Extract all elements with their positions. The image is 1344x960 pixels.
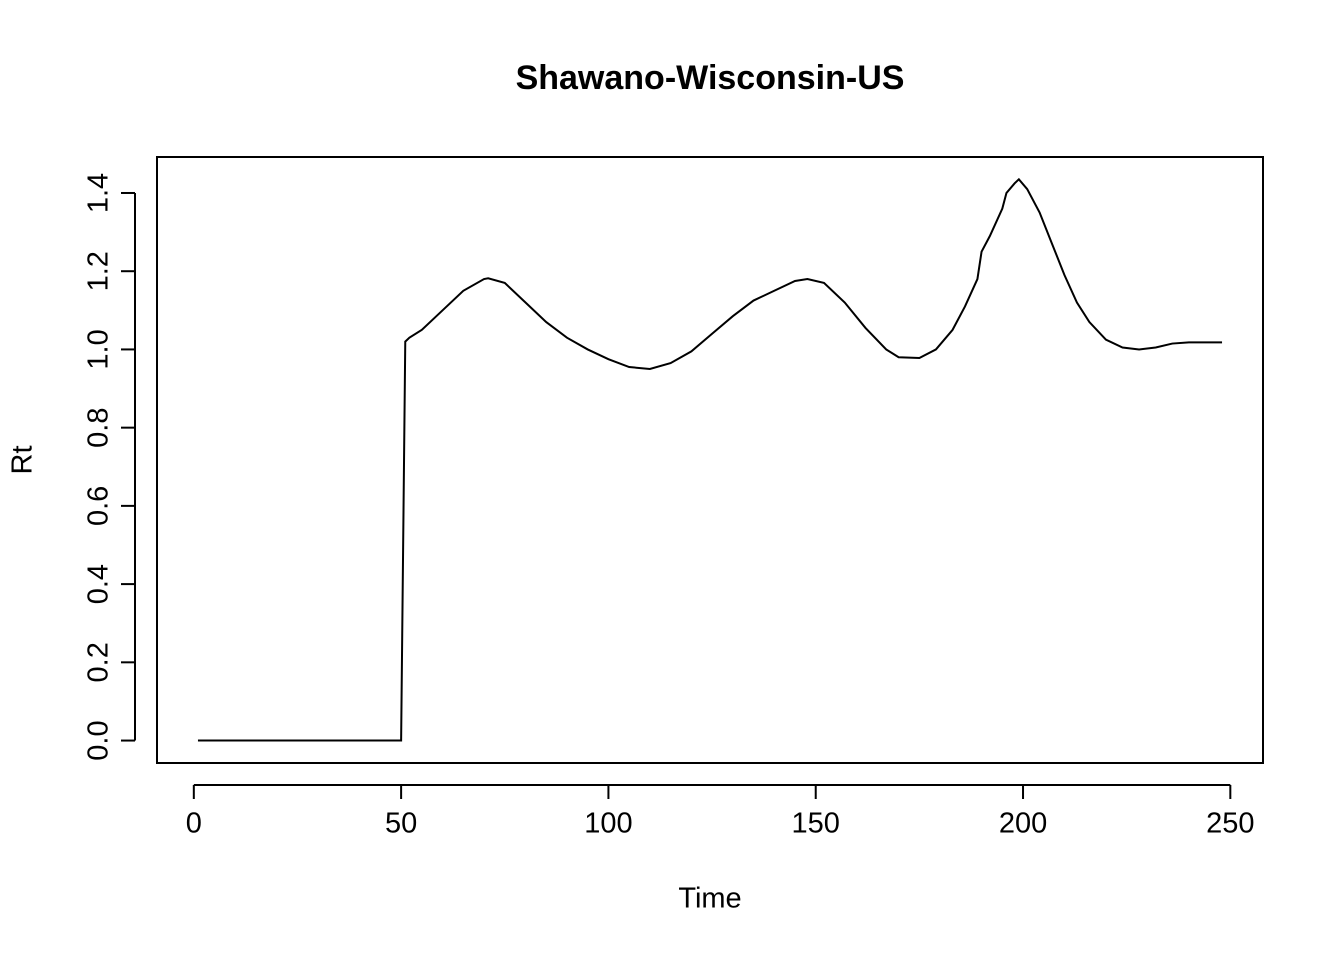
y-tick-label: 1.4 bbox=[83, 173, 115, 213]
chart-title: Shawano-Wisconsin-US bbox=[516, 59, 905, 97]
x-tick-label: 100 bbox=[584, 808, 632, 840]
y-tick-label: 0.8 bbox=[83, 407, 115, 447]
y-tick-label: 0.0 bbox=[83, 720, 115, 760]
y-tick-label: 1.0 bbox=[83, 329, 115, 369]
x-tick-label: 250 bbox=[1206, 808, 1254, 840]
y-tick-label: 0.6 bbox=[83, 486, 115, 526]
x-tick-label: 0 bbox=[186, 808, 202, 840]
x-tick-label: 50 bbox=[385, 808, 417, 840]
y-tick-label: 1.2 bbox=[83, 251, 115, 291]
line-series bbox=[197, 177, 1223, 742]
x-tick-label: 200 bbox=[999, 808, 1047, 840]
y-axis-label: Rt bbox=[7, 446, 39, 475]
plot-frame bbox=[156, 156, 1264, 764]
y-tick-label: 0.4 bbox=[83, 564, 115, 604]
x-axis-label: Time bbox=[678, 883, 741, 915]
y-tick-label: 0.2 bbox=[83, 642, 115, 682]
x-tick-label: 150 bbox=[792, 808, 840, 840]
